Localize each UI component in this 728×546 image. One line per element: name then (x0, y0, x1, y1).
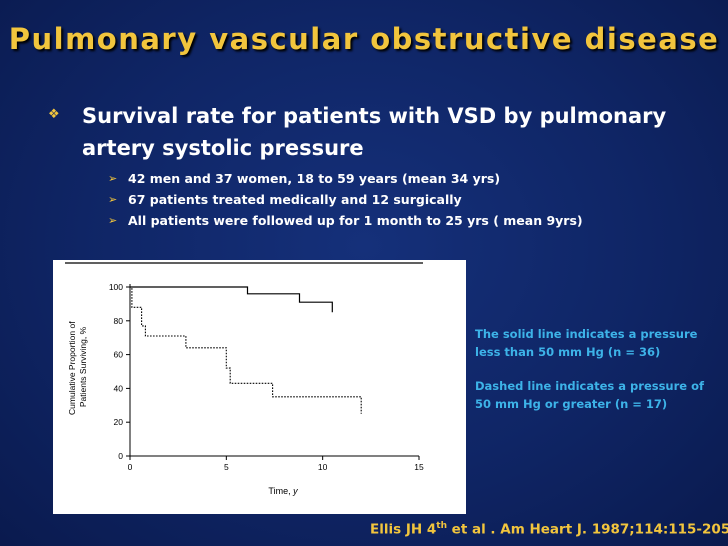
survival-chart: 0 20 40 60 80 100 0 5 10 15 Time, y Cumulative Pr… (53, 260, 466, 514)
y-tick-label: 40 (114, 383, 124, 393)
x-tick-label: 0 (128, 462, 133, 472)
citation-suffix: et al . Am Heart J. 1987;114:115-205 (446, 521, 728, 538)
x-tick-label: 10 (318, 462, 328, 472)
y-axis-label: Cumulative Proportion of Patients Surviv… (67, 319, 88, 415)
x-axis-label-unit: y (292, 486, 298, 496)
arrow-bullet-icon: ➢ (108, 193, 118, 206)
diamond-bullet-icon: ❖ (48, 107, 60, 122)
sub-bullet-item: ➢ 42 men and 37 women, 18 to 59 years (m… (108, 168, 668, 189)
citation-prefix: Ellis JH 4 (370, 521, 437, 538)
x-axis-label-text: Time, (268, 486, 293, 496)
y-axis-label-line-1: Cumulative Proportion of (67, 321, 77, 415)
sub-bullet-text: All patients were followed up for 1 mont… (128, 213, 583, 228)
solid-line-note: The solid line indicates a pressure less… (475, 327, 698, 359)
sub-bullet-text: 67 patients treated medically and 12 sur… (128, 192, 462, 207)
survival-line-low-pressure (130, 286, 333, 313)
dashed-line-note: Dashed line indicates a pressure of 50 m… (475, 379, 704, 411)
y-tick-label: 60 (114, 350, 124, 360)
sub-bullet-item: ➢ All patients were followed up for 1 mo… (108, 210, 668, 231)
sub-bullet-item: ➢ 67 patients treated medically and 12 s… (108, 189, 668, 210)
sub-bullet-text: 42 men and 37 women, 18 to 59 years (mea… (128, 171, 501, 186)
y-tick-label: 100 (109, 282, 123, 292)
y-tick-label: 80 (114, 316, 124, 326)
x-axis-label: Time, y (268, 486, 298, 496)
x-tick-label: 5 (224, 462, 229, 472)
slide-title: Pulmonary vascular obstructive disease (8, 22, 720, 56)
main-bullet-text: Survival rate for patients with VSD by p… (82, 104, 667, 160)
y-axis-label-line-2: Patients Surviving, % (78, 326, 88, 407)
sub-bullet-list: ➢ 42 men and 37 women, 18 to 59 years (m… (108, 168, 668, 231)
arrow-bullet-icon: ➢ (108, 172, 118, 185)
citation-superscript: th (436, 521, 447, 531)
survival-chart-svg: 0 20 40 60 80 100 0 5 10 15 Time, y Cumulative Pr… (65, 262, 424, 496)
y-tick-label: 20 (114, 417, 124, 427)
survival-line-high-pressure (130, 286, 362, 414)
arrow-bullet-icon: ➢ (108, 214, 118, 227)
x-tick-label: 15 (414, 462, 424, 472)
y-tick-label: 0 (118, 451, 123, 461)
citation: Ellis JH 4th et al . Am Heart J. 1987;11… (370, 521, 728, 538)
